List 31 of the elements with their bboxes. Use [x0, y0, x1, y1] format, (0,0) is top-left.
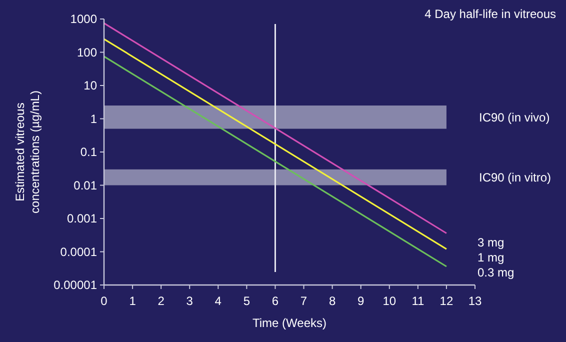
- y-tick-label: 0.00001: [54, 278, 98, 292]
- x-tick-label: 2: [158, 294, 165, 308]
- annotation: 4 Day half-life in vitreous: [424, 7, 556, 21]
- y-axis-title: Estimated vitreous concentrations (µg/mL): [13, 90, 42, 214]
- x-axis-title: Time (Weeks): [252, 316, 327, 330]
- x-tick-label: 11: [412, 294, 424, 308]
- x-tick-label: 0: [100, 294, 108, 308]
- band-label: IC90 (in vivo): [479, 110, 550, 124]
- x-tick-label: 12: [440, 294, 454, 308]
- text: 3 mg: [477, 235, 504, 250]
- y-tick-label: 1000: [70, 12, 98, 26]
- x-tick-label: 9: [358, 294, 364, 308]
- y-tick-label: 100: [76, 45, 98, 60]
- x-tick-label: 1: [129, 294, 136, 308]
- x-tick-label: 6: [272, 294, 279, 308]
- x-tick-label: 4: [214, 294, 222, 308]
- x-tick-label: 5: [243, 294, 250, 308]
- y-tick-label: 0.0001: [60, 244, 98, 259]
- y-tick-label: 1: [90, 112, 98, 126]
- x-tick-label: 8: [328, 294, 336, 308]
- x-tick-label: 13: [468, 294, 482, 308]
- y-tick-label: 0.01: [74, 178, 98, 192]
- y-tick-label: 10: [84, 78, 98, 93]
- y-tick-label: 0.001: [66, 212, 98, 226]
- band-label: IC90 (in vitro): [479, 170, 552, 185]
- x-tick-label: 3: [186, 294, 194, 308]
- text: 0.3 mg: [477, 265, 514, 280]
- x-tick-label: 7: [300, 294, 308, 308]
- text: 1 mg: [477, 250, 504, 264]
- y-tick-label: 0.1: [80, 145, 98, 160]
- x-tick-label: 10: [382, 294, 396, 308]
